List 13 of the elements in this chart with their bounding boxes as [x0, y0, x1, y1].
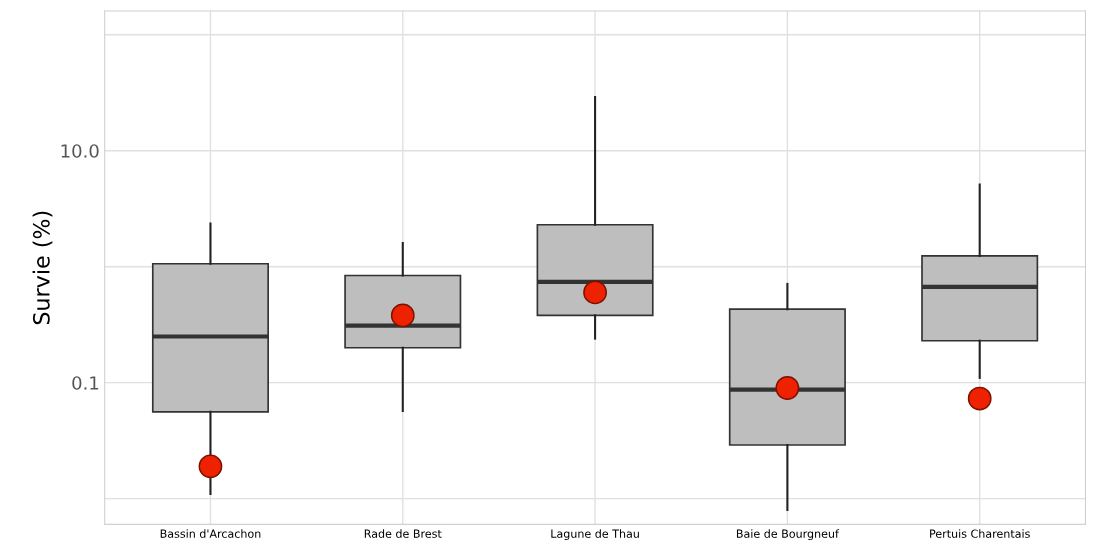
x-tick-label: Rade de Brest: [364, 529, 442, 538]
point: [967, 386, 992, 411]
y-axis-title: Survie (%): [32, 211, 53, 325]
y-tick-label: 0.1: [72, 376, 99, 390]
point: [775, 376, 800, 400]
x-tick-label: Lagune de Thau: [551, 529, 639, 541]
point: [390, 303, 415, 328]
point: [198, 454, 223, 479]
x-tick-label: Pertuis Charentais: [930, 529, 1030, 538]
x-tick-label: Baie de Bourgneuf: [736, 529, 840, 541]
point: [583, 280, 607, 305]
x-tick-label: Bassin d'Arcachon: [160, 529, 261, 538]
y-tick-label: 10.0: [61, 144, 99, 158]
